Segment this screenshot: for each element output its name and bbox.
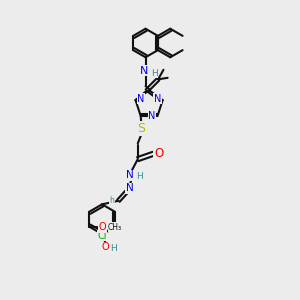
Text: CH₃: CH₃ <box>108 223 122 232</box>
Text: O: O <box>154 147 163 160</box>
Text: N: N <box>137 94 145 104</box>
Text: O: O <box>102 242 110 252</box>
Text: S: S <box>137 122 145 135</box>
Text: H: H <box>111 244 117 253</box>
Text: N: N <box>126 170 133 180</box>
Text: Cl: Cl <box>98 231 107 241</box>
Text: H: H <box>136 172 142 181</box>
Text: O: O <box>99 222 106 232</box>
Text: N: N <box>148 111 156 121</box>
Text: h: h <box>110 196 114 205</box>
Text: N: N <box>140 66 148 76</box>
Text: N: N <box>154 94 161 104</box>
Text: H: H <box>151 68 158 77</box>
Text: N: N <box>126 183 134 193</box>
